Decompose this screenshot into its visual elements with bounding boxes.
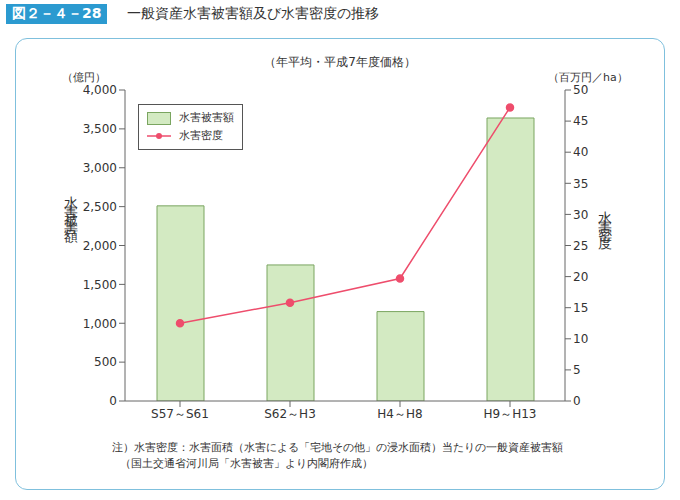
svg-text:S62～H3: S62～H3 bbox=[264, 407, 316, 421]
svg-text:50: 50 bbox=[573, 83, 588, 97]
svg-text:5: 5 bbox=[573, 363, 581, 377]
svg-text:30: 30 bbox=[573, 208, 588, 222]
html-text:（年平均・平成7年度価格）: （年平均・平成7年度価格） bbox=[264, 55, 416, 69]
svg-text:3,000: 3,000 bbox=[83, 161, 117, 175]
html-text:（億円）: （億円） bbox=[62, 71, 106, 84]
svg-text:500: 500 bbox=[94, 355, 117, 369]
svg-text:2,000: 2,000 bbox=[83, 239, 117, 253]
svg-text:1,000: 1,000 bbox=[83, 317, 117, 331]
svg-text:H4～H8: H4～H8 bbox=[377, 407, 422, 421]
svg-text:10: 10 bbox=[573, 332, 588, 346]
svg-text:4,000: 4,000 bbox=[83, 83, 117, 97]
html-text:図２－４－28: 図２－４－28 bbox=[12, 5, 102, 21]
svg-text:2,500: 2,500 bbox=[83, 200, 117, 214]
svg-text:3,500: 3,500 bbox=[83, 122, 117, 136]
svg-text:35: 35 bbox=[573, 177, 588, 191]
svg-text:15: 15 bbox=[573, 301, 588, 315]
svg-text:40: 40 bbox=[573, 145, 588, 159]
svg-text:0: 0 bbox=[573, 394, 581, 408]
html-text:注）水害密度：水害面積（水害による「宅地その他」の浸水面積）: 注）水害密度：水害面積（水害による「宅地その他」の浸水面積）当たりの一般資産被害… bbox=[112, 441, 563, 454]
html-text:水害密度: 水害密度 bbox=[597, 200, 613, 232]
svg-text:0: 0 bbox=[109, 394, 117, 408]
svg-text:1,500: 1,500 bbox=[83, 278, 117, 292]
svg-text:45: 45 bbox=[573, 114, 588, 128]
html-text:水害被害額: 水害被害額 bbox=[179, 111, 234, 124]
svg-text:S57～S61: S57～S61 bbox=[151, 407, 209, 421]
svg-text:H9～H13: H9～H13 bbox=[484, 407, 537, 421]
html-text:一般資産水害被害額及び水害密度の推移: 一般資産水害被害額及び水害密度の推移 bbox=[127, 5, 380, 21]
svg-text:20: 20 bbox=[573, 270, 588, 284]
svg-text:25: 25 bbox=[573, 239, 588, 253]
html-text:水害密度: 水害密度 bbox=[179, 129, 223, 142]
html-text:（国土交通省河川局「水害被害」より内閣府作成）: （国土交通省河川局「水害被害」より内閣府作成） bbox=[120, 457, 373, 470]
html-text:水害被害額: 水害被害額 bbox=[63, 185, 79, 225]
html-text:（百万円／ha）: （百万円／ha） bbox=[548, 71, 628, 84]
